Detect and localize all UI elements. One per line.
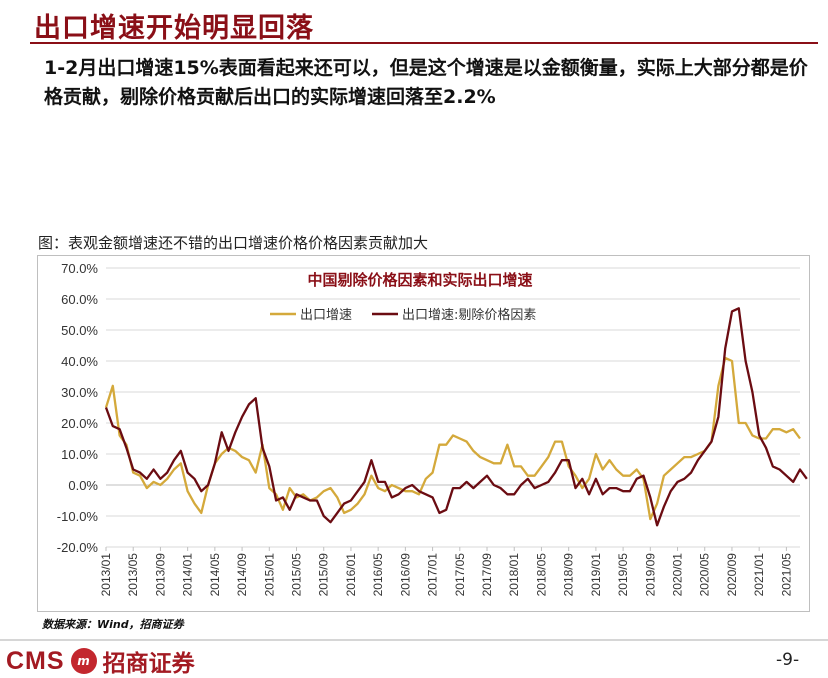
y-tick-label: 50.0% [61,323,98,338]
x-tick-label: 2020/01 [671,553,685,597]
x-tick-label: 2016/05 [371,553,385,597]
chart-title: 中国剔除价格因素和实际出口增速 [307,271,532,289]
x-tick-label: 2017/05 [453,553,467,597]
x-tick-label: 2013/05 [126,553,140,597]
x-tick-label: 2015/05 [290,553,304,597]
legend-label: 出口增速:剔除价格因素 [402,307,536,323]
footer-divider [0,639,828,641]
logo-badge-icon: m [70,648,97,674]
page-number: -9- [776,650,800,670]
x-tick-label: 2020/09 [725,553,739,597]
legend-label: 出口增速 [300,308,352,323]
y-tick-label: -10.0% [57,509,99,524]
x-tick-label: 2018/09 [562,553,576,597]
y-tick-label: 0.0% [68,478,98,493]
company-logo: CMS m 招商证券 [6,644,195,678]
chart-legend: 出口增速 出口增速:剔除价格因素 [270,307,536,323]
x-tick-label: 2014/09 [235,553,249,597]
series-line-real-export [104,307,808,527]
chart-container: -20.0% -10.0% 0.0% 10.0% 20.0% 30.0% 40.0% 50.0… [37,255,821,612]
y-tick-label: 20.0% [61,416,98,431]
line-chart: -20.0% -10.0% 0.0% 10.0% 20.0% 30.0% 40.0% 50.0… [57,261,821,597]
x-tick-label: 2013/09 [153,553,167,597]
data-source: 数据来源：Wind，招商证券 [42,618,184,631]
page-subtitle: 1-2月出口增速15%表面看起来还可以，但是这个增速是以金额衡量，实际上大部分都… [44,57,808,108]
x-tick-label: 2014/05 [208,553,222,597]
x-tick-label: 2019/05 [616,553,630,597]
y-tick-label: 10.0% [61,447,98,462]
x-tick-label: 2017/01 [426,553,440,597]
x-tick-label: 2020/05 [698,553,712,597]
x-tick-label: 2013/01 [99,553,113,597]
y-tick-label: 40.0% [61,354,98,369]
y-tick-label: 60.0% [61,292,98,307]
x-tick-label: 2021/09 [807,553,809,597]
page-title: 出口增速开始明显回落 [34,13,314,44]
logo-text: CMS [6,646,65,675]
y-tick-label: -20.0% [57,540,99,555]
logo-chinese-name: 招商证券 [102,651,195,677]
x-tick-label: 2019/09 [643,553,657,597]
x-tick-label: 2021/05 [779,553,793,597]
series-lines [104,307,808,527]
x-tick-label: 2015/01 [262,553,276,597]
series-line-export [104,356,801,521]
x-tick-label: 2017/09 [480,553,494,597]
x-tick-label: 2015/09 [317,553,331,597]
figure-caption: 图：表观金额增速还不错的出口增速价格价格因素贡献加大 [38,234,429,252]
y-tick-label: 30.0% [61,385,98,400]
x-tick-label: 2018/05 [534,553,548,597]
x-tick-label: 2021/01 [752,553,766,597]
axes: -20.0% -10.0% 0.0% 10.0% 20.0% 30.0% 40.0% 50.0… [57,261,821,597]
x-tick-label: 2019/01 [589,553,603,597]
x-tick-label: 2018/01 [507,553,521,597]
title-divider [30,42,818,44]
x-tick-label: 2016/01 [344,553,358,597]
x-tick-label: 2014/01 [181,553,195,597]
y-tick-label: 70.0% [61,261,98,276]
x-tick-label: 2016/09 [398,553,412,597]
